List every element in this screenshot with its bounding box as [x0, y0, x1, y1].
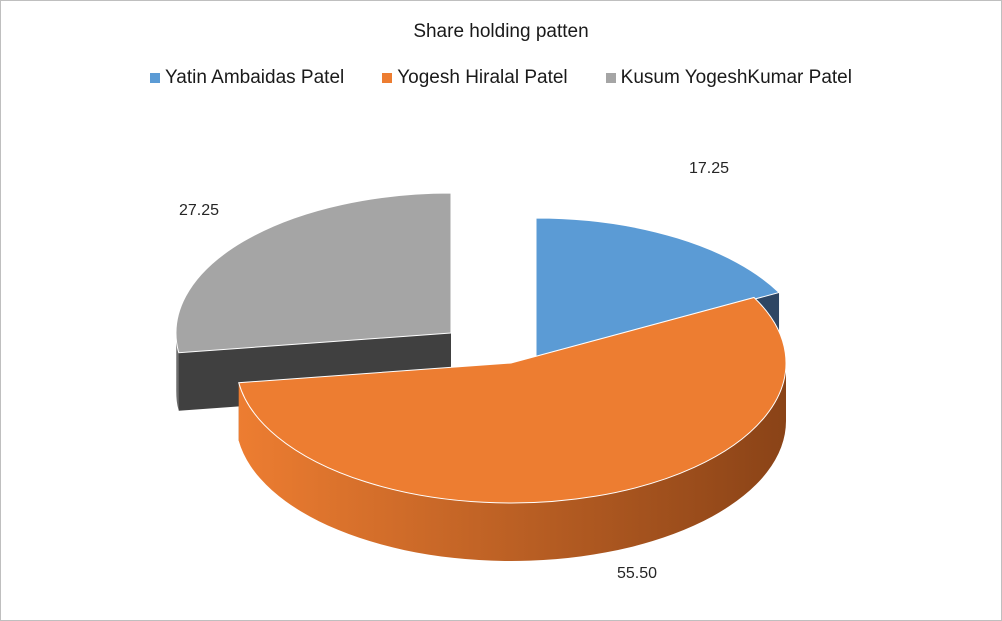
- chart-title: Share holding patten: [413, 21, 589, 42]
- legend-swatch-yatin: [150, 73, 161, 83]
- legend-swatch-kusum: [605, 73, 616, 83]
- legend-label-yogesh: Yogesh Hiralal Patel: [397, 67, 568, 88]
- pie-slice-side-kusum: [176, 333, 179, 411]
- data-label-kusum: 27.25: [179, 202, 219, 219]
- legend-item-kusum: Kusum YogeshKumar Patel: [605, 67, 852, 89]
- legend-item-yatin: Yatin Ambaidas Patel: [150, 67, 344, 89]
- data-label-yogesh: 55.50: [617, 565, 657, 582]
- pie-slice-yatin: [535, 217, 781, 359]
- legend-label-yatin: Yatin Ambaidas Patel: [165, 67, 345, 88]
- pie-slice-kusum: [175, 192, 452, 354]
- data-label-yatin: 17.25: [689, 160, 729, 177]
- legend: Yatin Ambaidas Patel Yogesh Hiralal Pate…: [1, 67, 1001, 89]
- legend-swatch-yogesh: [382, 73, 393, 83]
- legend-label-kusum: Kusum YogeshKumar Patel: [620, 67, 852, 88]
- pie-slice-yogesh: [238, 296, 787, 504]
- pie-slice-side-yogesh: [238, 363, 787, 562]
- legend-item-yogesh: Yogesh Hiralal Patel: [382, 67, 568, 89]
